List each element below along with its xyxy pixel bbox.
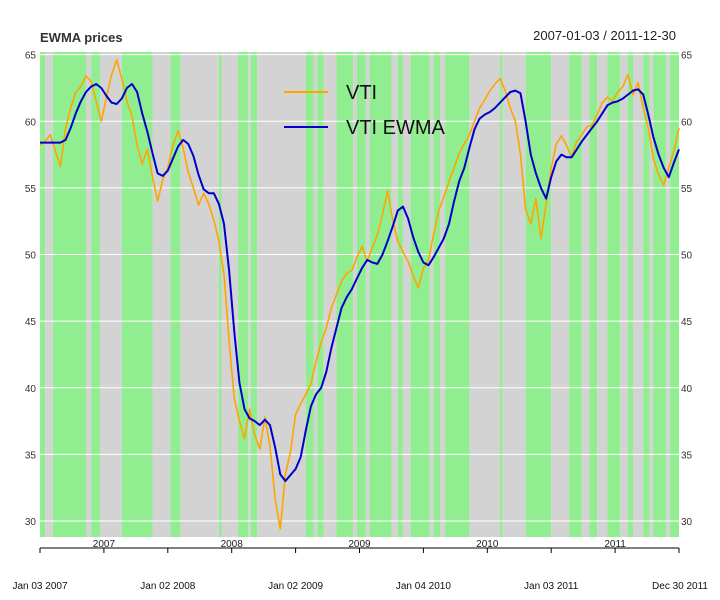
regime-band-down-11 [221,52,239,537]
regime-band-up-36 [525,52,552,537]
regime-band-down-49 [666,52,671,537]
regime-band-up-50 [670,52,679,537]
series-lines [39,59,680,530]
regime-band-up-6 [121,52,153,537]
regime-band-down-3 [86,52,92,537]
regime-band-down-21 [353,52,357,537]
year-label-2009: 2009 [348,539,371,550]
regime-band-up-20 [336,52,354,537]
regime-band-up-14 [250,52,258,537]
regime-band-up-44 [627,52,633,537]
regime-band-down-19 [323,52,337,537]
y-tick-label-right-65: 65 [681,51,693,62]
regime-band-down-29 [429,52,434,537]
year-label-2011: 2011 [604,539,626,550]
regime-band-down-27 [402,52,411,537]
regime-band-up-4 [91,52,101,537]
regime-band-up-10 [218,52,222,537]
legend-label-vti: VTI [346,82,377,104]
regime-band-down-47 [649,52,654,537]
year-label-2007: 2007 [93,539,116,550]
x-date-label-4: Jan 03 2011 [524,581,579,592]
regime-band-down-37 [551,52,570,537]
regime-band-down-1 [45,52,53,537]
regime-band-down-9 [180,52,219,537]
chart-title: EWMA prices [40,30,123,45]
regime-band-up-38 [569,52,582,537]
regime-band-down-25 [391,52,398,537]
regime-band-up-0 [40,52,46,537]
regime-band-down-31 [440,52,446,537]
y-tick-label-right-30: 30 [681,517,693,528]
regime-band-up-42 [607,52,621,537]
regime-band-up-34 [500,52,503,537]
year-label-2008: 2008 [221,539,244,550]
x-date-label-1: Jan 02 2008 [140,581,195,592]
y-tick-label-left-50: 50 [25,251,37,262]
axes: 30 30 35 35 40 40 45 45 50 50 55 55 60 60 65 65 2007 2008… [12,51,708,592]
series-line-vti-ewma [40,83,680,482]
regime-band-down-43 [620,52,628,537]
y-tick-label-right-35: 35 [681,450,693,461]
y-tick-label-left-40: 40 [25,384,37,395]
y-tick-label-left-60: 60 [25,117,37,128]
legend-label-vti-ewma: VTI EWMA [346,117,446,139]
gridlines [40,54,679,522]
regime-band-up-46 [643,52,650,537]
regime-band-down-17 [313,52,318,537]
regime-band-down-41 [597,52,608,537]
regime-band-up-12 [238,52,249,537]
y-tick-label-left-55: 55 [25,184,37,195]
regime-band-up-26 [397,52,403,537]
x-date-label-0: Jan 03 2007 [12,581,67,592]
regime-background [40,52,679,537]
y-tick-label-right-45: 45 [681,317,693,328]
y-tick-label-right-50: 50 [681,251,693,262]
x-date-label-2: Jan 02 2009 [268,581,323,592]
y-tick-label-left-30: 30 [25,517,37,528]
regime-band-up-48 [653,52,667,537]
regime-band-up-40 [589,52,598,537]
legend: VTI VTI EWMA [284,82,446,139]
regime-band-up-2 [52,52,87,537]
y-tick-label-left-65: 65 [25,51,37,62]
y-tick-label-right-60: 60 [681,117,693,128]
date-range-label: 2007-01-03 / 2011-12-30 [533,28,676,43]
regime-band-down-7 [152,52,171,537]
regime-band-down-23 [365,52,370,537]
y-tick-label-right-55: 55 [681,184,693,195]
regime-band-up-32 [445,52,470,537]
regime-band-up-8 [170,52,181,537]
x-date-label-3: Jan 04 2010 [396,581,451,592]
year-label-2010: 2010 [476,539,499,550]
y-tick-label-right-40: 40 [681,384,693,395]
x-date-label-5: Dec 30 2011 [652,581,708,592]
regime-band-up-22 [356,52,366,537]
regime-band-down-35 [502,52,526,537]
regime-band-down-13 [248,52,251,537]
regime-band-up-28 [410,52,430,537]
regime-band-down-5 [100,52,122,537]
regime-band-down-15 [257,52,306,537]
regime-band-up-30 [433,52,441,537]
regime-band-up-16 [305,52,314,537]
regime-band-up-24 [369,52,392,537]
regime-band-up-18 [317,52,324,537]
y-tick-label-left-45: 45 [25,317,37,328]
y-tick-label-left-35: 35 [25,450,37,461]
regime-band-down-39 [581,52,590,537]
regime-band-down-45 [632,52,644,537]
